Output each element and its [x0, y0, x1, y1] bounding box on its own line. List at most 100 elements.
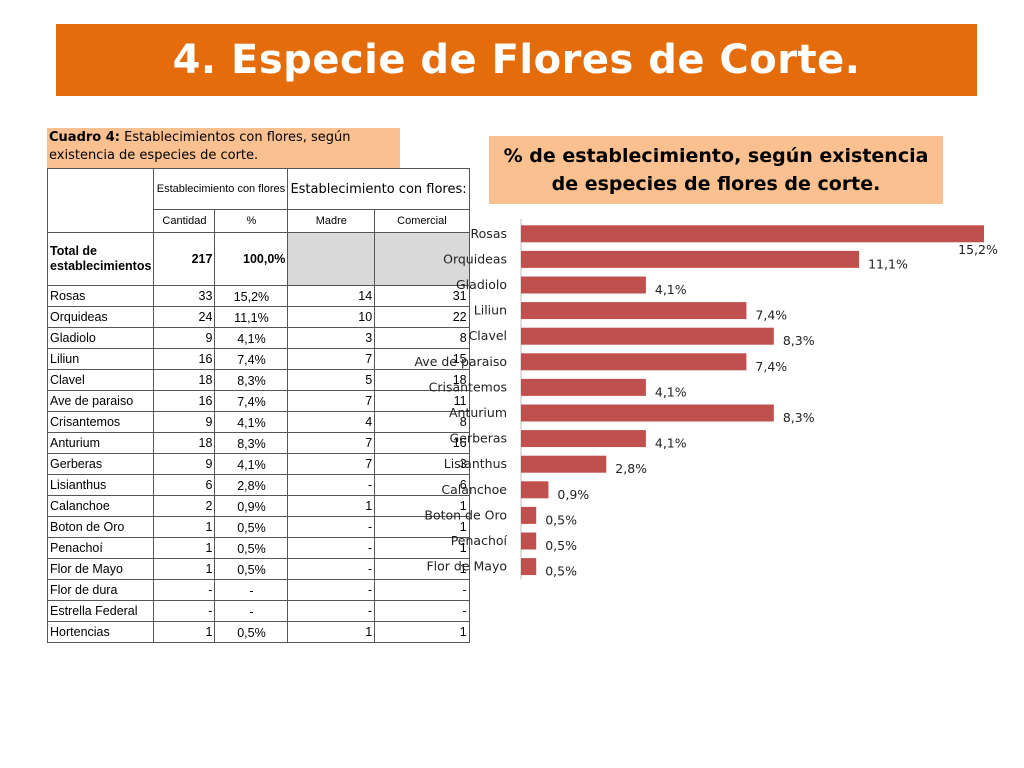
table-row: Clavel 18 8,3% 5 18 [46, 369, 470, 391]
category-label: Crisantemos [429, 379, 507, 394]
slide-title: 4. Especie de Flores de Corte. [172, 37, 861, 83]
header-group-1: Establecimiento con flores [153, 168, 289, 210]
chart-title-text: % de establecimiento, según existencia d… [503, 145, 929, 195]
row-name: Crisantemos [46, 411, 155, 433]
table-row: Gerberas 9 4,1% 7 3 [46, 453, 470, 475]
row-pct: 8,3% [214, 369, 289, 391]
category-label: Anturium [449, 405, 507, 420]
header-group-2: Establecimiento con flores: [287, 168, 470, 210]
table-row: Flor de Mayo 1 0,5% -1 [46, 558, 470, 580]
total-label: Total de establecimientos [46, 232, 155, 286]
bar [521, 225, 984, 243]
table-row: Flor de dura - - - - [46, 579, 470, 601]
bar [521, 276, 646, 294]
table-row: Boton de Oro 1 0,5% -1 [46, 516, 470, 538]
caption-text: Establecimientos con flores, según exist… [49, 130, 351, 163]
table-row: Rosas 33 15,2% 14 31 [46, 285, 470, 307]
row-cantidad: 2 [153, 495, 216, 517]
row-cantidad: 9 [153, 411, 216, 433]
row-madre: 14 [287, 285, 376, 307]
row-cantidad: 6 [153, 474, 216, 496]
table-row: Penachoí 1 0,5% -1 [46, 537, 470, 559]
row-name: Boton de Oro [46, 516, 155, 538]
category-label: Calanchoe [441, 482, 507, 497]
row-cantidad: - [153, 600, 216, 622]
category-label: Boton de Oro [424, 507, 507, 522]
category-label: Lisianthus [444, 456, 507, 471]
row-pct: 7,4% [214, 390, 289, 412]
row-name: Ave de paraiso [46, 390, 155, 412]
row-name: Anturium [46, 432, 155, 454]
category-label: Rosas [471, 226, 507, 241]
row-madre: - [287, 600, 376, 622]
table-row: Hortencias 1 0,5% 1 1 [46, 621, 470, 643]
data-label: 2,8% [615, 461, 647, 476]
row-name: Flor de Mayo [46, 558, 155, 580]
row-name: Orquideas [46, 306, 155, 328]
row-comercial: - [374, 600, 470, 622]
header-pct: % [214, 209, 289, 233]
category-label: Ave de paraiso [414, 354, 507, 369]
row-name: Lisianthus [46, 474, 155, 496]
data-label: 8,3% [783, 410, 815, 425]
data-label: 0,5% [545, 512, 577, 527]
table-corner [46, 168, 155, 233]
row-pct: 0,5% [214, 516, 289, 538]
bar [521, 404, 774, 422]
row-name: Hortencias [46, 621, 155, 643]
bar [521, 302, 747, 320]
row-madre: 1 [287, 621, 376, 643]
data-label: 8,3% [783, 333, 815, 348]
row-name: Flor de dura [46, 579, 155, 601]
data-label: 0,9% [557, 487, 589, 502]
header-cantidad: Cantidad [153, 209, 216, 233]
bar [521, 558, 537, 576]
row-cantidad: 1 [153, 558, 216, 580]
data-label: 4,1% [655, 384, 687, 399]
row-madre: 1 [287, 495, 376, 517]
row-cantidad: 1 [153, 621, 216, 643]
table-row: Calanchoe 2 0,9% 1 1 [46, 495, 470, 517]
category-label: Gerberas [450, 431, 507, 446]
table-row: Lisianthus 6 2,8% -6 [46, 474, 470, 496]
total-cantidad: 217 [153, 232, 216, 286]
data-label: 0,5% [545, 538, 577, 553]
row-name: Clavel [46, 369, 155, 391]
data-label: 4,1% [655, 436, 687, 451]
row-madre: 7 [287, 432, 376, 454]
category-label: Liliun [474, 303, 507, 318]
total-row: Total de establecimientos 217 100,0% [46, 232, 470, 286]
row-cantidad: 16 [153, 348, 216, 370]
table-caption: Cuadro 4: Establecimientos con flores, s… [47, 128, 400, 168]
header-comercial: Comercial [374, 209, 470, 233]
row-pct: 11,1% [214, 306, 289, 328]
row-madre: 5 [287, 369, 376, 391]
row-cantidad: 33 [153, 285, 216, 307]
category-label: Penachoí [451, 533, 508, 548]
row-madre: - [287, 516, 376, 538]
row-comercial: - [374, 579, 470, 601]
row-madre: 10 [287, 306, 376, 328]
row-madre: - [287, 537, 376, 559]
row-cantidad: 18 [153, 432, 216, 454]
row-madre: - [287, 474, 376, 496]
bar [521, 327, 774, 345]
data-label: 7,4% [755, 359, 787, 374]
table-row: Gladiolo 9 4,1% 3 8 [46, 327, 470, 349]
bar [521, 430, 646, 448]
row-madre: 7 [287, 453, 376, 475]
data-label: 7,4% [755, 308, 787, 323]
category-label: Orquideas [443, 251, 507, 266]
row-madre: - [287, 579, 376, 601]
row-pct: 0,5% [214, 537, 289, 559]
bar [521, 532, 537, 550]
row-name: Rosas [46, 285, 155, 307]
row-pct: 2,8% [214, 474, 289, 496]
row-cantidad: 1 [153, 537, 216, 559]
row-pct: 4,1% [214, 411, 289, 433]
bar [521, 250, 860, 268]
chart-title: % de establecimiento, según existencia d… [489, 136, 943, 204]
table-row: Anturium 18 8,3% 7 16 [46, 432, 470, 454]
caption-bold: Cuadro 4: [49, 130, 120, 145]
row-madre: 3 [287, 327, 376, 349]
